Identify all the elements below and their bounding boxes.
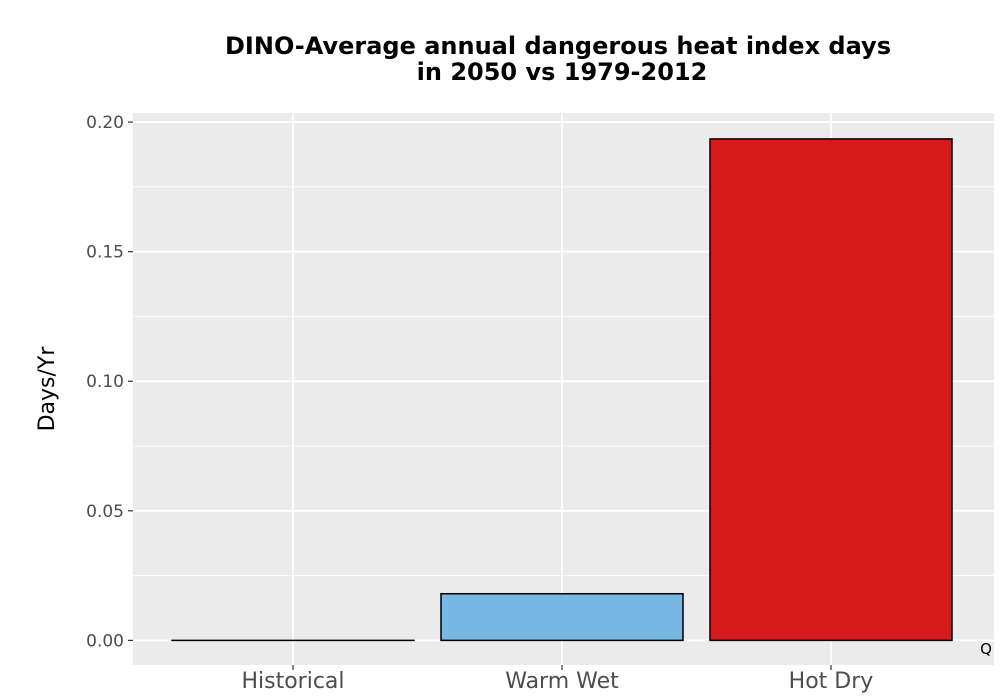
x-tick-label: Historical xyxy=(241,669,344,694)
y-tick-label: 0.00 xyxy=(86,631,124,651)
y-tick-label: 0.15 xyxy=(86,243,124,263)
chart-title-line-1: DINO-Average annual dangerous heat index… xyxy=(225,32,891,60)
x-tick-label: Warm Wet xyxy=(505,669,619,694)
y-axis-label: Days/Yr xyxy=(35,346,60,432)
y-tick-label: 0.10 xyxy=(86,372,124,392)
x-tick-label: Hot Dry xyxy=(789,669,874,694)
y-tick-label: 0.20 xyxy=(86,113,124,133)
x-axis: Historical Warm Wet Hot Dry xyxy=(241,665,873,694)
y-axis: 0.00 0.05 0.10 0.15 0.20 xyxy=(86,113,133,651)
bar-hot-dry xyxy=(709,138,953,642)
bars xyxy=(171,138,953,642)
bar-warm-wet xyxy=(440,592,684,642)
y-tick-label: 0.05 xyxy=(86,502,124,522)
corner-annotation: Q xyxy=(980,640,992,658)
chart-title-line-2: in 2050 vs 1979-2012 xyxy=(417,58,708,86)
